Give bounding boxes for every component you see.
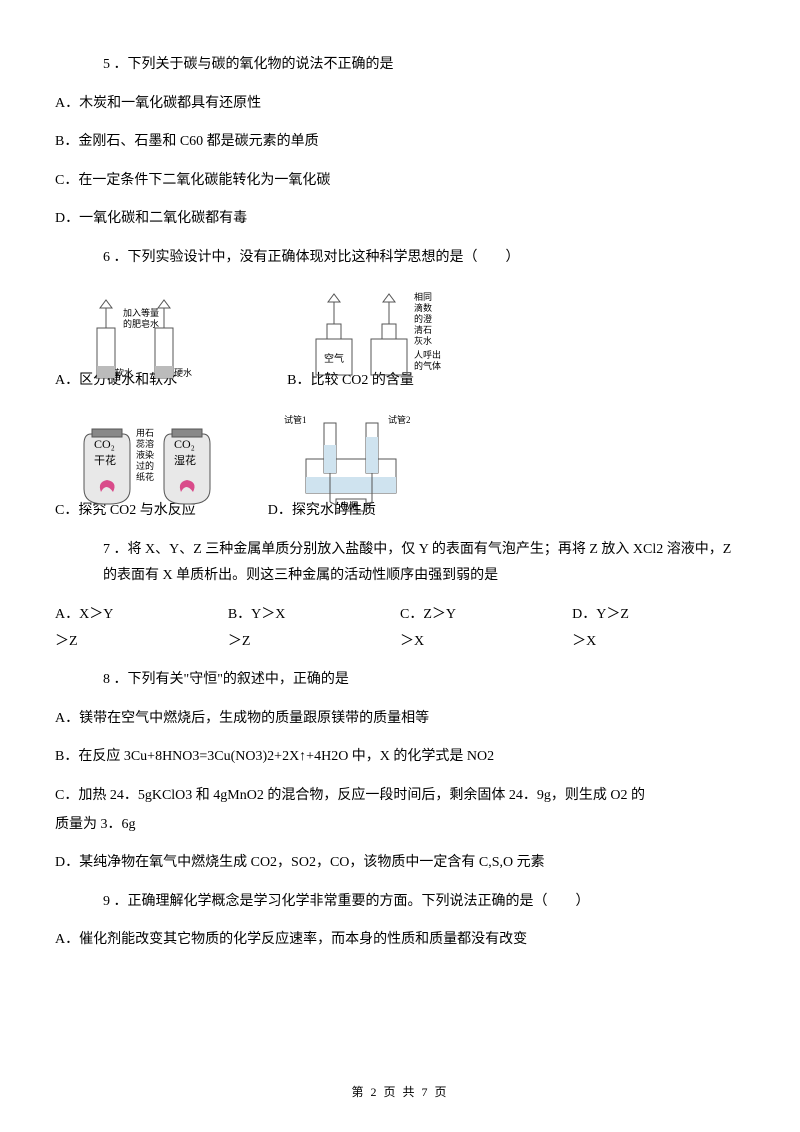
svg-text:滴数: 滴数 xyxy=(414,302,432,313)
svg-text:人呼出: 人呼出 xyxy=(414,349,441,360)
q8-stem: 8 ．下列有关"守恒"的叙述中，正确的是 xyxy=(55,667,745,694)
q7-option-c: C．Z＞Y＞X xyxy=(400,602,467,655)
q5-option-d: D．一氧化碳和二氧化碳都有毒 xyxy=(55,206,745,233)
svg-text:试管2: 试管2 xyxy=(388,414,411,425)
svg-text:液染: 液染 xyxy=(136,449,154,460)
q7-option-d: D．Y＞Z＞X xyxy=(572,602,640,655)
q7-stem: 7 ．将 X、Y、Z 三种金属单质分别放入盐酸中，仅 Y 的表面有气泡产生；再将… xyxy=(55,537,745,590)
svg-text:电源: 电源 xyxy=(340,500,358,511)
svg-text:过的: 过的 xyxy=(136,460,154,471)
svg-text:纸花: 纸花 xyxy=(136,471,154,482)
svg-text:的气体: 的气体 xyxy=(414,360,441,371)
svg-text:清石: 清石 xyxy=(414,324,432,335)
q8-option-b: B．在反应 3Cu+8HNO3=3Cu(NO3)2+2X↑+4H2O 中，X 的… xyxy=(55,744,745,771)
q6-row-ab: A．区分硬水和软水 加入等量 的肥皂水 软水 硬水 B．比较 CO2 的含量 xyxy=(55,284,745,395)
q7-options: A．X＞Y＞Z B．Y＞X＞Z C．Z＞Y＞X D．Y＞Z＞X xyxy=(55,602,745,655)
svg-text:的澄: 的澄 xyxy=(414,313,432,324)
svg-text:试管1: 试管1 xyxy=(284,414,307,425)
svg-text:湿花: 湿花 xyxy=(174,454,196,467)
q8-option-a: A．镁带在空气中燃烧后，生成物的质量跟原镁带的质量相等 xyxy=(55,706,745,733)
svg-text:软水: 软水 xyxy=(115,367,133,378)
q8-option-c-line1: C．加热 24．5gKClO3 和 4gMnO2 的混合物，反应一段时间后，剩余… xyxy=(55,783,745,810)
svg-text:加入等量: 加入等量 xyxy=(123,307,159,318)
page-footer: 第 2 页 共 7 页 xyxy=(0,1081,800,1104)
q5-option-a: A．木炭和一氧化碳都具有还原性 xyxy=(55,91,745,118)
svg-text:CO₂: CO₂ xyxy=(174,437,195,451)
q7-option-a: A．X＞Y＞Z xyxy=(55,602,123,655)
svg-text:硬水: 硬水 xyxy=(174,367,192,378)
q6-image-c: CO₂ 干花 CO₂ 湿花 用石 蕊溶 液染 过的 纸花 xyxy=(66,404,234,525)
q6-row-cd: C．探究 CO2 与水反应 CO₂ 干花 CO₂ 湿花 用石 蕊溶 液染 过的 … xyxy=(55,404,745,525)
svg-text:的肥皂水: 的肥皂水 xyxy=(123,318,159,329)
q9-stem: 9 ．正确理解化学概念是学习化学非常重要的方面。下列说法正确的是（ ） xyxy=(55,889,745,916)
q9-option-a: A．催化剂能改变其它物质的化学反应速率，而本身的性质和质量都没有改变 xyxy=(55,927,745,954)
q7-option-b: B．Y＞X＞Z xyxy=(228,602,295,655)
svg-text:灰水: 灰水 xyxy=(414,335,432,346)
q6-image-b: 空气 相同 滴数 的澄 清石 灰水 人呼出 的气体 xyxy=(296,284,461,395)
q5-stem: 5 ．下列关于碳与碳的氧化物的说法不正确的是 xyxy=(55,52,745,79)
svg-text:干花: 干花 xyxy=(94,454,116,467)
q8-option-d: D．某纯净物在氧气中燃烧生成 CO2，SO2，CO，该物质中一定含有 C,S,O… xyxy=(55,850,745,877)
svg-text:用石: 用石 xyxy=(136,428,154,438)
svg-text:空气: 空气 xyxy=(324,352,344,365)
svg-text:蕊溶: 蕊溶 xyxy=(136,438,154,449)
svg-text:相同: 相同 xyxy=(414,291,432,302)
q6-image-a: 加入等量 的肥皂水 软水 硬水 xyxy=(67,296,217,395)
q5-option-b: B．金刚石、石墨和 C60 都是碳元素的单质 xyxy=(55,129,745,156)
q6-image-d: 试管1 试管2 电源 xyxy=(276,409,428,525)
page: 5 ．下列关于碳与碳的氧化物的说法不正确的是 A．木炭和一氧化碳都具有还原性 B… xyxy=(0,0,800,1132)
q8-option-c-line2: 质量为 3．6g xyxy=(55,812,745,839)
q5-option-c: C．在一定条件下二氧化碳能转化为一氧化碳 xyxy=(55,168,745,195)
svg-text:CO₂: CO₂ xyxy=(94,437,115,451)
q6-stem: 6 ．下列实验设计中，没有正确体现对比这种科学思想的是（ ） xyxy=(55,245,745,272)
